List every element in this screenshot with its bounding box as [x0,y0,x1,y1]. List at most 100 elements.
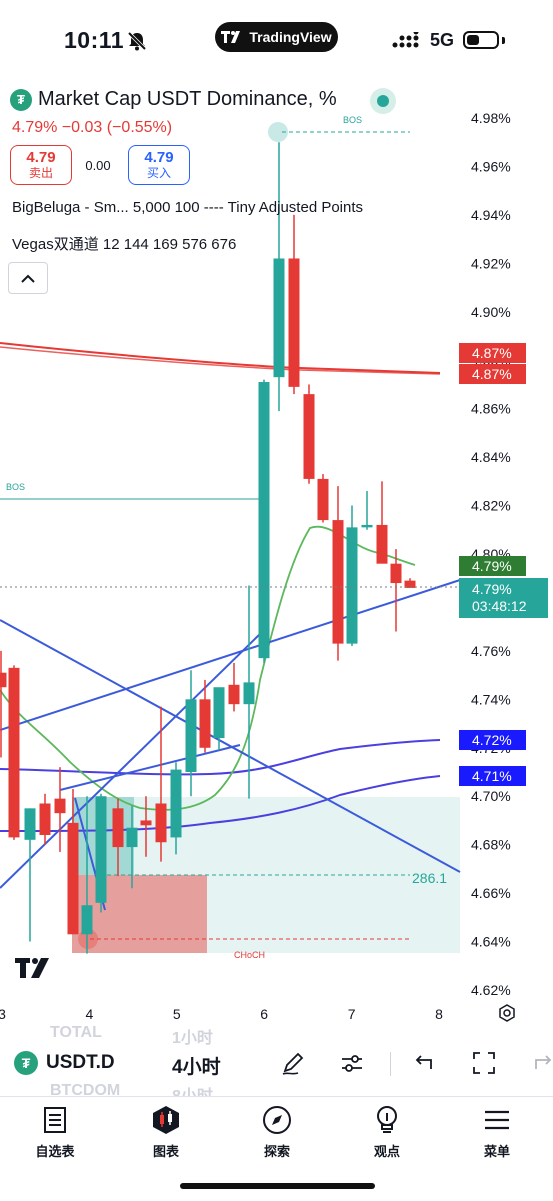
candle-body [155,803,167,843]
ghost-interval-above: 1小时 [172,1030,213,1047]
price-axis-label: 4.84% [471,449,511,465]
candle-body [199,699,211,748]
candle-body [170,769,182,838]
ideas-icon [372,1105,402,1135]
price-axis-label: 4.68% [471,837,511,853]
current-price-badge [459,578,548,618]
nav-watchlist-label: 自选表 [35,1144,75,1159]
trendline-4 [59,744,241,791]
buy-price: 4.79 [144,149,174,166]
ema-blue-upper [0,739,441,776]
buy-button[interactable]: 4.79 买入 [128,145,190,185]
price-axis-label: 4.98% [471,110,511,126]
nav-watchlist[interactable]: 自选表 [15,1105,95,1160]
trendline-2 [0,579,461,731]
price-axis-label: 4.70% [471,788,511,804]
symbol-title[interactable]: Market Cap USDT Dominance, % [38,88,337,110]
candle-body [243,682,255,705]
interval-picker[interactable]: 4小时 [172,1057,221,1078]
compass-icon [262,1105,292,1135]
ghost-symbol-above: TOTAL [50,1024,102,1041]
tradingview-pill[interactable]: TradingView [215,22,338,52]
price-badge-label: 4.87% [472,345,512,361]
watchlist-icon [40,1105,70,1135]
trendline-1 [0,619,461,873]
price-badge-bg [459,766,526,786]
collapse-legend-button[interactable] [8,262,48,294]
price-badge-label: 4.79% [472,558,512,574]
nav-explore[interactable]: 探索 [237,1105,317,1160]
nav-chart[interactable]: 图表 [126,1105,206,1160]
candle-body [140,820,152,826]
candle-body [39,803,51,835]
candle-body [185,699,197,772]
silent-bell-icon [127,31,147,51]
candle-body [24,808,36,840]
candle-body [376,524,388,564]
price-axis-label: 4.90% [471,304,511,320]
network-type: 5G [430,30,455,50]
choch-label: CHoCH [234,950,265,960]
price-axis-label: 4.82% [471,498,511,514]
fullscreen-icon[interactable] [467,1046,501,1080]
candle-body [54,798,66,814]
time-axis-label: 4 [86,1006,94,1022]
price-badge-bg [459,364,526,384]
undo-icon[interactable] [406,1046,440,1080]
trendline-3 [0,631,263,889]
candle-body [288,258,300,387]
bos-left-label: BOS [6,482,25,492]
toolbar-divider [390,1052,391,1076]
spread-value: 0.00 [85,157,111,173]
ema-red-line [0,342,441,374]
price-axis-label: 4.66% [471,885,511,901]
price-badges: 4.87%4.87%4.79%4.72%4.71%4.79%03:48:12 [459,343,548,786]
current-price-value: 4.79% [472,581,512,597]
symbol-name: USDT.D [46,1052,115,1073]
choch-zone-red [72,875,207,953]
time-axis-label: 5 [173,1006,181,1022]
indicator-sliders-icon[interactable] [335,1046,369,1080]
candle-body [228,684,240,705]
bos-top-marker [268,122,288,142]
candle-body [258,382,270,659]
time-axis-label: 8 [435,1006,443,1022]
indicator-legend-2[interactable]: Vegas双通道 12 144 169 576 676 [12,236,237,253]
nav-menu[interactable]: 菜单 [457,1105,537,1160]
menu-icon [482,1105,512,1135]
draw-pen-icon[interactable] [276,1046,310,1080]
nav-explore-label: 探索 [263,1144,290,1159]
chart-icon [151,1105,181,1135]
tether-icon: ₮ [14,1051,38,1075]
sell-button[interactable]: 4.79 卖出 [10,145,72,185]
status-time: 10:11 [64,27,125,53]
price-chart[interactable]: BOS BOS 286.1 CHoCH 4.98% 4.96% 4.94% 4.92%… [0,80,553,1030]
symbol-picker[interactable]: ₮ USDT.D [14,1051,115,1075]
time-axis-label: 6 [260,1006,268,1022]
tether-icon: ₮ [10,88,32,111]
candle-body [112,808,124,848]
time-axis-label: 3 [0,1006,6,1022]
candle-body [346,527,358,644]
tradingview-pill-label: TradingView [249,29,332,45]
candle-body [361,524,373,528]
sell-label: 卖出 [28,166,53,180]
candle-body [213,687,225,739]
price-axis-label: 4.74% [471,691,511,707]
indicator-legend-1[interactable]: BigBeluga - Sm... 5,000 100 ---- Tiny Ad… [12,199,364,216]
candle-body [390,563,402,584]
time-axis-label: 7 [348,1006,356,1022]
redo-icon[interactable] [527,1046,553,1080]
nav-chart-label: 图表 [152,1144,179,1159]
level-label: 286.1 [412,870,447,886]
market-status-icon[interactable] [370,88,396,114]
price-axis-label: 4.92% [471,255,511,271]
signal-icon [392,32,419,48]
price-axis-label: 4.86% [471,401,511,417]
candle-body [317,478,329,521]
axis-settings-icon[interactable] [499,1004,515,1022]
candles [0,142,416,954]
nav-ideas[interactable]: 观点 [347,1105,427,1160]
home-indicator [180,1183,375,1189]
price-badge-bg [459,556,526,576]
